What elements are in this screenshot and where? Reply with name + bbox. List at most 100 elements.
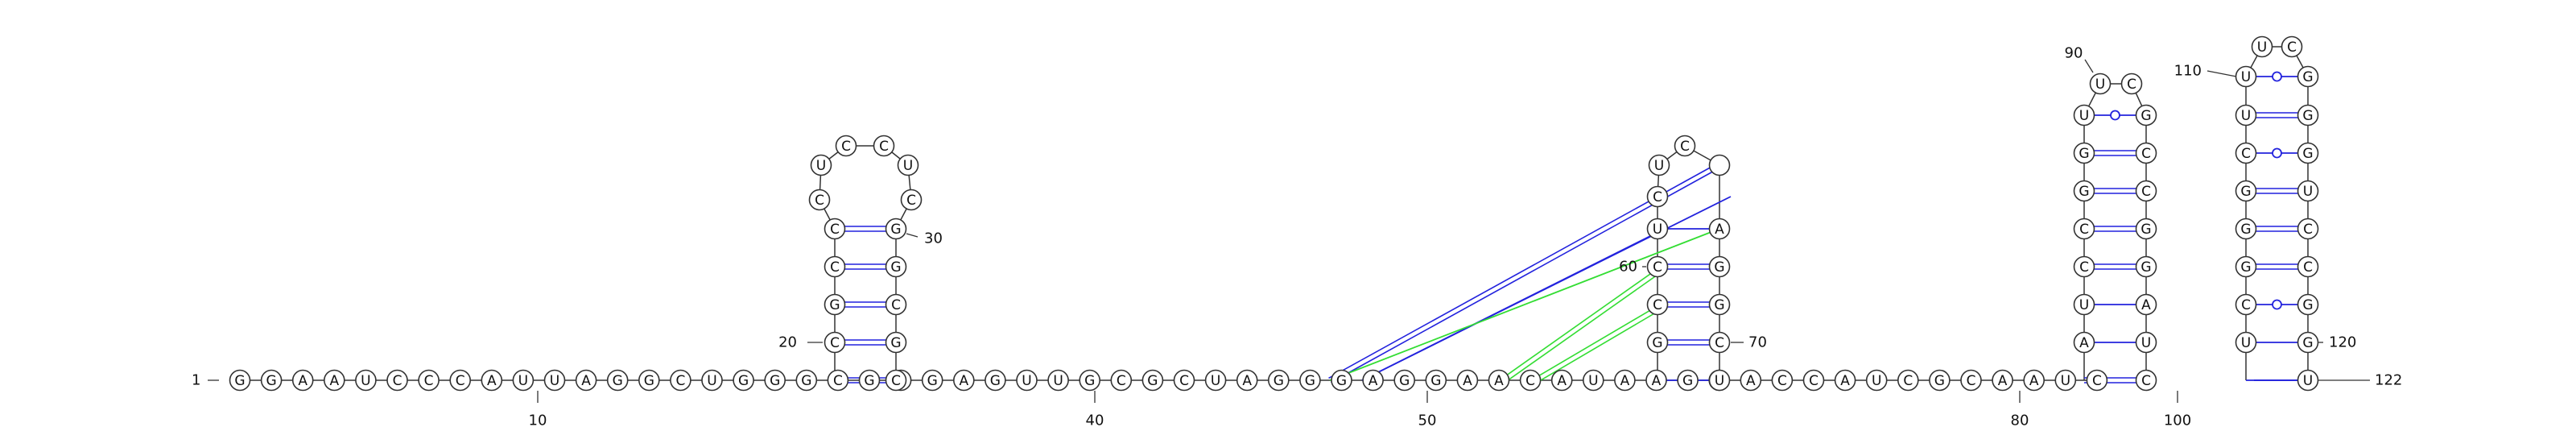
nucleotide: U xyxy=(2235,104,2257,126)
pseudoknot-line xyxy=(1534,301,1664,379)
nucleotide: C xyxy=(2086,369,2108,392)
nucleotide-letter: U xyxy=(2095,77,2105,93)
nucleotide-letter: C xyxy=(2241,146,2251,162)
nucleotide-letter: U xyxy=(2257,39,2267,56)
nucleotide: A xyxy=(1708,218,1731,240)
nucleotide: G xyxy=(2235,255,2257,278)
nucleotide-circle xyxy=(1646,255,1669,278)
nucleotide: U xyxy=(701,369,723,392)
nucleotide-letter: A xyxy=(1620,373,1630,389)
nucleotide-letter: C xyxy=(1777,373,1787,389)
nucleotide-circle xyxy=(2073,331,2095,354)
nucleotide: U xyxy=(1047,369,1069,392)
nucleotide: U xyxy=(1583,369,1604,392)
long-range-pair-line xyxy=(1361,228,1666,381)
nucleotide: G xyxy=(1646,331,1669,354)
nucleotide: U xyxy=(2235,65,2257,88)
nucleotide-circle xyxy=(2235,142,2257,164)
nucleotide-circle xyxy=(2235,293,2257,316)
nucleotide-letter: G xyxy=(1305,373,1315,389)
nucleotide-letter: A xyxy=(1840,373,1850,389)
backbone-layer xyxy=(240,46,2309,381)
pseudoknot-line xyxy=(1501,263,1664,379)
nucleotide xyxy=(1708,154,1731,176)
nucleotide-letter: C xyxy=(2303,259,2313,276)
nucleotide-circle xyxy=(1393,369,1415,392)
nucleotide-circle xyxy=(2135,104,2157,126)
nucleotide-circle xyxy=(1488,369,1510,392)
nucleotide-letter: G xyxy=(644,373,654,389)
nucleotide: C xyxy=(2120,73,2143,95)
nucleotide-circle xyxy=(449,369,472,392)
nucleotide-letter: C xyxy=(1653,189,1662,205)
nucleotide-circle xyxy=(418,369,440,392)
nucleotide-circle xyxy=(1646,293,1669,316)
nucleotide: C xyxy=(2073,255,2095,278)
nucleotide: U xyxy=(355,369,377,392)
position-label: 50 xyxy=(1418,412,1437,427)
nucleotide-circle xyxy=(2023,369,2045,392)
nucleotide: C xyxy=(1110,369,1133,392)
nucleotide-letter: G xyxy=(1652,335,1662,351)
nucleotide: G xyxy=(824,293,846,316)
nucleotide-circle xyxy=(824,218,846,240)
nucleotide-letter: G xyxy=(829,297,840,313)
nucleotide-letter: G xyxy=(801,373,811,389)
nucleotide-circle xyxy=(921,369,943,392)
nucleotide-letter: C xyxy=(2127,77,2136,93)
nucleotide-letter: A xyxy=(1715,222,1724,238)
nucleotide-letter: C xyxy=(1680,139,1690,155)
nucleotide: G xyxy=(2297,65,2319,88)
nucleotide-circle xyxy=(670,369,691,392)
nucleotide-letter: A xyxy=(487,373,497,389)
nucleotide: A xyxy=(1456,369,1479,392)
nucleotide-circle xyxy=(1204,369,1227,392)
nucleotide-circle xyxy=(885,293,907,316)
nucleotide-letter: C xyxy=(2141,146,2151,162)
nucleotide: C xyxy=(2281,35,2303,58)
nucleotide-circle xyxy=(291,369,314,392)
nucleotide-circle xyxy=(1456,369,1479,392)
nucleotide: A xyxy=(953,369,975,392)
nucleotide-letter: U xyxy=(2141,335,2151,351)
nucleotide-circle xyxy=(2073,255,2095,278)
nucleotide-letter: G xyxy=(1934,373,1945,389)
nucleotide: G xyxy=(885,255,907,278)
pseudoknot-line xyxy=(1329,228,1720,381)
nucleotide-circle xyxy=(2135,218,2157,240)
nucleotide: C xyxy=(1960,369,1982,392)
nucleotide: G xyxy=(1331,369,1352,392)
nucleotide-letter: C xyxy=(891,297,901,313)
nucleotide-circle xyxy=(1519,369,1542,392)
nucleotide-letter: C xyxy=(1179,373,1189,389)
nucleotide-letter: C xyxy=(2079,259,2089,276)
nucleotide-letter: U xyxy=(1588,373,1598,389)
nucleotide-circle xyxy=(1992,369,2013,392)
nucleotide: A xyxy=(1645,369,1667,392)
position-tick xyxy=(2207,70,2237,77)
nucleotide: A xyxy=(1614,369,1636,392)
nucleotide-letter: C xyxy=(2141,373,2151,389)
pseudoknot-layer xyxy=(1328,162,1732,383)
nucleotide-circle xyxy=(2135,293,2157,316)
nucleotide-letter: G xyxy=(266,373,277,389)
nucleotide-circle xyxy=(1141,369,1164,392)
nucleotide-letter: C xyxy=(2287,39,2297,56)
nucleotide: C xyxy=(1708,331,1731,354)
nucleotide: C xyxy=(2297,255,2319,278)
nucleotide: G xyxy=(229,369,251,392)
nucleotide-circle xyxy=(2235,255,2257,278)
nucleotide-letter: C xyxy=(1967,373,1976,389)
nucleotide-letter: A xyxy=(1746,373,1756,389)
nucleotide: C xyxy=(2073,218,2095,240)
nucleotide-circle xyxy=(824,293,846,316)
nucleotide-letter: C xyxy=(841,139,851,155)
nucleotide-letter: U xyxy=(2061,373,2070,389)
nucleotide: U xyxy=(897,154,919,176)
nucleotide: C xyxy=(824,255,846,278)
nucleotide-letter: C xyxy=(879,139,889,155)
nucleotide: G xyxy=(1929,369,1951,392)
nucleotide: G xyxy=(2297,331,2319,354)
nucleotide-letter: G xyxy=(1714,297,1724,313)
